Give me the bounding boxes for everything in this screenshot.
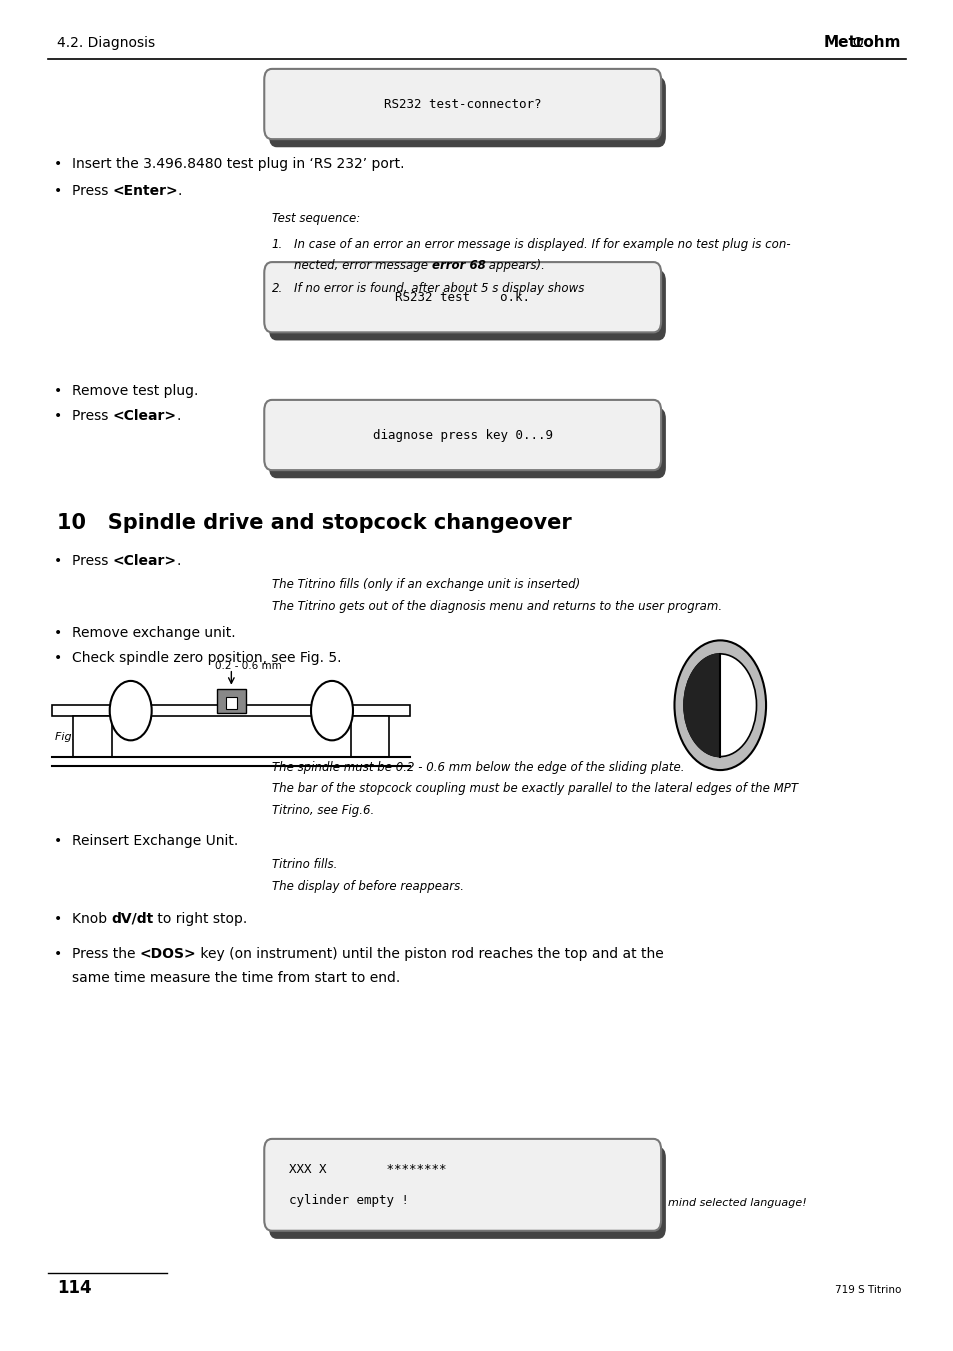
Text: .: . [176,554,180,567]
Text: Reinsert Exchange Unit.: Reinsert Exchange Unit. [71,834,237,847]
Text: 1.: 1. [272,238,283,251]
Text: Metrohm: Metrohm [823,35,901,50]
Text: Press the: Press the [71,947,139,961]
Text: same time measure the time from start to end.: same time measure the time from start to… [71,971,399,985]
Text: 719 S Titrino: 719 S Titrino [834,1285,901,1294]
Text: Knob: Knob [71,912,111,925]
Text: .: . [178,184,182,197]
Text: Insert the 3.496.8480 test plug in ‘RS 232’ port.: Insert the 3.496.8480 test plug in ‘RS 2… [71,157,404,170]
Text: diagnose press key 0...9: diagnose press key 0...9 [373,428,552,442]
Text: •: • [53,157,62,170]
Text: <DOS>: <DOS> [139,947,196,961]
Text: <Clear>: <Clear> [112,409,176,423]
Text: The display of before reappears.: The display of before reappears. [272,880,463,893]
Text: .: . [176,409,180,423]
Text: •: • [53,184,62,197]
Text: •: • [53,947,62,961]
FancyBboxPatch shape [269,270,665,340]
Circle shape [674,640,765,770]
Circle shape [683,654,756,757]
Text: XXX X        ********: XXX X ******** [289,1163,446,1175]
Text: 10   Spindle drive and stopcock changeover: 10 Spindle drive and stopcock changeover [57,513,572,534]
Text: •: • [53,834,62,847]
Text: Check spindle zero position, see Fig. 5.: Check spindle zero position, see Fig. 5. [71,651,340,665]
Polygon shape [683,654,720,757]
Text: 2.: 2. [272,282,283,296]
FancyBboxPatch shape [269,408,665,478]
FancyBboxPatch shape [264,400,660,470]
Text: 114: 114 [57,1279,91,1297]
Text: Remove exchange unit.: Remove exchange unit. [71,626,235,639]
Text: Press: Press [71,409,112,423]
Text: If no error is found, after about 5 s display shows: If no error is found, after about 5 s di… [294,282,583,296]
Text: Fig. 5: Fig. 5 [55,732,86,742]
Text: Fig. 6: Fig. 6 [681,732,712,742]
Text: The Titrino fills (only if an exchange unit is inserted): The Titrino fills (only if an exchange u… [272,578,579,592]
Text: •: • [53,651,62,665]
FancyBboxPatch shape [269,77,665,147]
Text: key (on instrument) until the piston rod reaches the top and at the: key (on instrument) until the piston rod… [196,947,663,961]
Text: RS232 test    o.k.: RS232 test o.k. [395,290,530,304]
Text: •: • [53,409,62,423]
Text: Titrino, see Fig.6.: Titrino, see Fig.6. [272,804,374,817]
Text: dV/dt: dV/dt [111,912,153,925]
Polygon shape [73,716,112,757]
Text: The Titrino gets out of the diagnosis menu and returns to the user program.: The Titrino gets out of the diagnosis me… [272,600,721,613]
Polygon shape [351,716,389,757]
FancyBboxPatch shape [269,1147,665,1239]
Text: RS232 test-connector?: RS232 test-connector? [383,97,541,111]
Text: •: • [53,912,62,925]
Text: <Clear>: <Clear> [112,554,176,567]
Text: 0.2 - 0.6 mm: 0.2 - 0.6 mm [214,662,281,671]
Text: cylinder empty !: cylinder empty ! [289,1194,409,1206]
Polygon shape [225,697,236,709]
Text: In case of an error an error message is displayed. If for example no test plug i: In case of an error an error message is … [294,238,790,251]
Text: •: • [53,554,62,567]
Text: mind selected language!: mind selected language! [667,1198,805,1208]
Text: 4.2. Diagnosis: 4.2. Diagnosis [57,36,155,50]
Text: error 68: error 68 [431,259,485,273]
Circle shape [311,681,353,740]
Text: <Enter>: <Enter> [112,184,178,197]
Text: to right stop.: to right stop. [153,912,247,925]
Polygon shape [52,705,410,716]
Text: The spindle must be 0.2 - 0.6 mm below the edge of the sliding plate.: The spindle must be 0.2 - 0.6 mm below t… [272,761,683,774]
Polygon shape [216,689,246,713]
Text: Press: Press [71,184,112,197]
FancyBboxPatch shape [264,69,660,139]
Text: Titrino fills.: Titrino fills. [272,858,337,871]
Text: Press: Press [71,554,112,567]
Text: Ω: Ω [852,36,862,50]
Text: nected, error message: nected, error message [294,259,431,273]
Text: appears).: appears). [485,259,544,273]
FancyBboxPatch shape [264,1139,660,1231]
FancyBboxPatch shape [264,262,660,332]
Text: Remove test plug.: Remove test plug. [71,384,197,397]
Text: Test sequence:: Test sequence: [272,212,360,226]
Text: •: • [53,626,62,639]
Circle shape [110,681,152,740]
Text: The bar of the stopcock coupling must be exactly parallel to the lateral edges o: The bar of the stopcock coupling must be… [272,782,797,796]
Text: •: • [53,384,62,397]
